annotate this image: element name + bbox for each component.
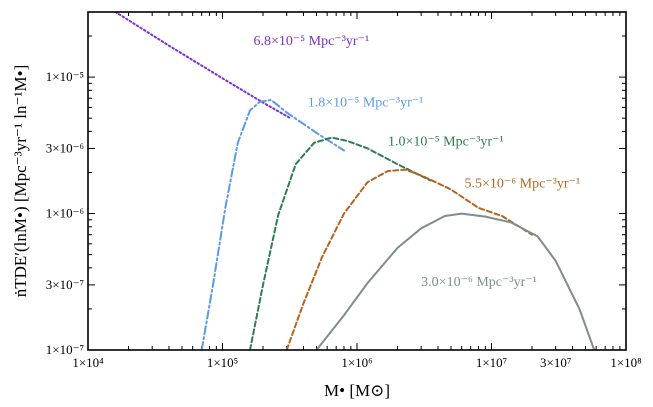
y-axis-title: ṅTDE′(lnM•) [Mpc⁻³yr⁻¹ ln⁻¹M•]: [11, 65, 30, 298]
y-tick-label: 1×10⁻⁵: [46, 69, 84, 84]
x-tick-label: 1×10⁷: [476, 355, 507, 370]
series-line-4: [285, 168, 533, 350]
series-annotation-4: 5.5×10⁻⁶ Mpc⁻³yr⁻¹: [465, 177, 581, 192]
y-tick-label: 1×10⁻⁶: [46, 206, 84, 221]
x-tick-label: 3×10⁷: [540, 355, 571, 370]
series-line-1: [114, 12, 292, 120]
x-tick-label: 1×10⁸: [610, 355, 642, 370]
series-annotation-3: 1.0×10⁻⁵ Mpc⁻³yr⁻¹: [388, 135, 504, 150]
y-tick-label: 1×10⁻⁷: [46, 342, 84, 357]
x-tick-label: 1×10⁵: [207, 355, 238, 370]
x-tick-labels: 1×10⁴ 1×10⁵ 1×10⁶ 1×10⁷ 3×10⁷ 1×10⁸: [72, 355, 642, 370]
series-annotations: 6.8×10⁻⁵ Mpc⁻³yr⁻¹ 1.8×10⁻⁵ Mpc⁻³yr⁻¹ 1.0×…: [253, 34, 580, 290]
series-line-3: [249, 136, 432, 350]
x-tick-label: 1×10⁶: [341, 355, 372, 370]
plot-frame: [87, 11, 627, 351]
series-lines: [114, 12, 596, 350]
x-tick-label: 1×10⁴: [72, 355, 104, 370]
series-annotation-1: 6.8×10⁻⁵ Mpc⁻³yr⁻¹: [253, 34, 369, 49]
y-tick-label: 3×10⁻⁷: [46, 277, 84, 292]
series-line-5: [315, 212, 596, 350]
series-annotation-2: 1.8×10⁻⁵ Mpc⁻³yr⁻¹: [308, 95, 424, 110]
series-line-2: [200, 99, 345, 350]
x-axis-title: M• [M⊙]: [324, 381, 390, 400]
y-tick-labels: 1×10⁻⁷ 3×10⁻⁷ 1×10⁻⁶ 3×10⁻⁶ 1×10⁻⁵: [46, 69, 84, 357]
y-tick-label: 3×10⁻⁶: [46, 140, 84, 155]
series-annotation-5: 3.0×10⁻⁶ Mpc⁻³yr⁻¹: [421, 275, 537, 290]
